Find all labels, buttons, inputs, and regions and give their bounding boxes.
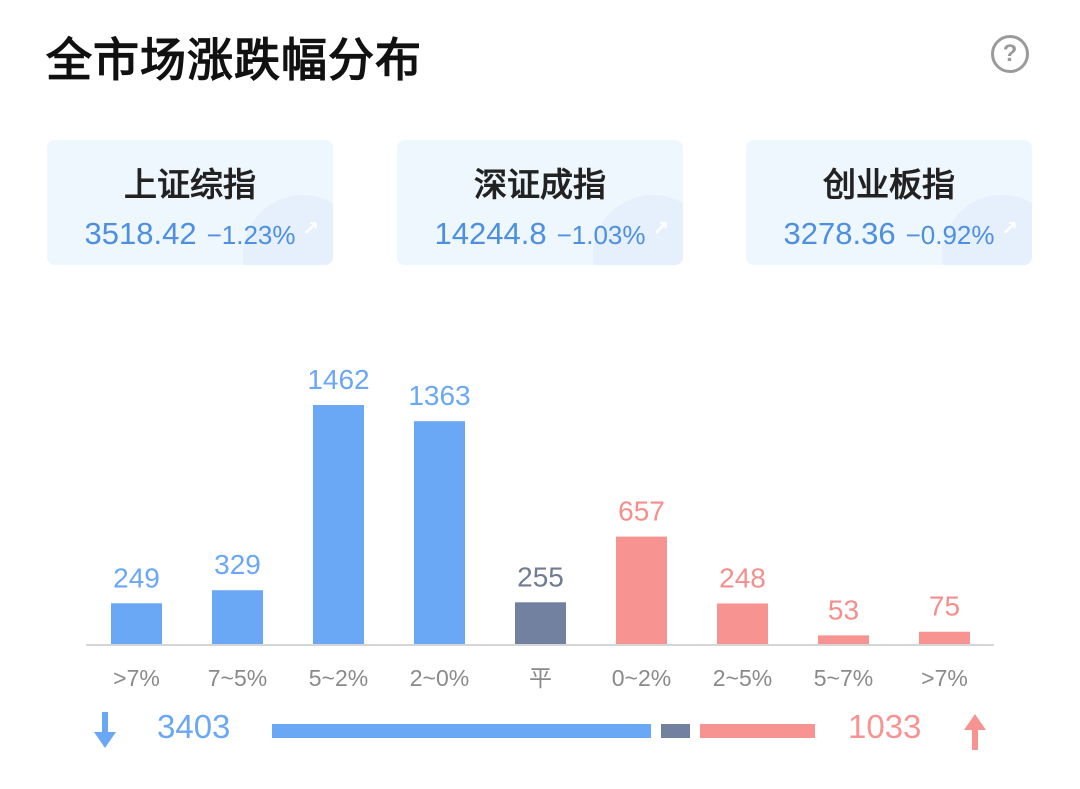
page-title: 全市场涨跌幅分布 xyxy=(46,33,422,87)
bar-value-label: 248 xyxy=(719,562,766,593)
index-value-row: 3278.36 −0.92% xyxy=(746,216,1032,252)
x-tick-label: 2~5% xyxy=(713,665,772,691)
trend-arrow-icon: ↗ xyxy=(302,216,319,240)
index-name: 创业板指 xyxy=(823,165,955,204)
trend-arrow-icon: ↗ xyxy=(1001,216,1018,240)
bar-up xyxy=(919,631,970,644)
index-card-shenzhen[interactable]: 深证成指 14244.8 −1.03% ↗ xyxy=(397,140,683,265)
index-name: 上证综指 xyxy=(124,165,256,204)
index-change: −1.03% xyxy=(556,220,646,250)
index-value: 14244.8 xyxy=(434,216,547,251)
bar-value-label: 75 xyxy=(929,591,960,622)
bar-down xyxy=(414,421,465,644)
help-icon[interactable]: ? xyxy=(991,35,1029,73)
x-tick-label: 5~2% xyxy=(309,665,368,691)
bar-value-label: 255 xyxy=(517,561,564,592)
bar-up xyxy=(818,635,869,644)
index-change: −0.92% xyxy=(905,220,995,250)
up-arrow-icon xyxy=(964,714,986,750)
down-arrow-icon xyxy=(94,712,116,748)
index-value: 3518.42 xyxy=(84,216,197,251)
x-tick-label: >7% xyxy=(113,665,160,691)
index-value: 3278.36 xyxy=(783,216,896,251)
bar-down xyxy=(212,590,263,644)
x-tick-label: 0~2% xyxy=(612,665,671,691)
ratio-bar-up xyxy=(699,724,815,738)
down-total: 3403 xyxy=(157,708,231,745)
bar-down xyxy=(313,405,364,644)
ratio-bar-flat xyxy=(661,724,690,738)
bar-value-label: 329 xyxy=(214,549,261,580)
trend-arrow-icon: ↗ xyxy=(652,216,669,240)
bar-flat xyxy=(515,602,566,644)
index-card-shanghai[interactable]: 上证综指 3518.42 −1.23% ↗ xyxy=(47,140,333,265)
x-tick-label: 5~7% xyxy=(814,665,873,691)
bar-up xyxy=(616,536,667,644)
x-tick-label: >7% xyxy=(921,665,968,691)
bar-value-label: 1462 xyxy=(307,364,369,395)
bar-value-label: 53 xyxy=(828,594,859,625)
bar-down xyxy=(111,603,162,644)
ratio-bar-down xyxy=(272,724,652,738)
bar-value-label: 249 xyxy=(113,562,160,593)
bar-up xyxy=(717,603,768,644)
index-name: 深证成指 xyxy=(474,165,606,204)
bar-value-label: 1363 xyxy=(408,380,470,411)
x-tick-label: 7~5% xyxy=(208,665,267,691)
index-value-row: 3518.42 −1.23% xyxy=(47,216,333,252)
up-total: 1033 xyxy=(848,708,922,745)
bar-value-label: 657 xyxy=(618,496,665,527)
index-value-row: 14244.8 −1.03% xyxy=(397,216,683,252)
x-tick-label: 平 xyxy=(529,665,552,691)
index-card-chinext[interactable]: 创业板指 3278.36 −0.92% ↗ xyxy=(746,140,1032,265)
index-change: −1.23% xyxy=(206,220,296,250)
x-tick-label: 2~0% xyxy=(410,665,469,691)
